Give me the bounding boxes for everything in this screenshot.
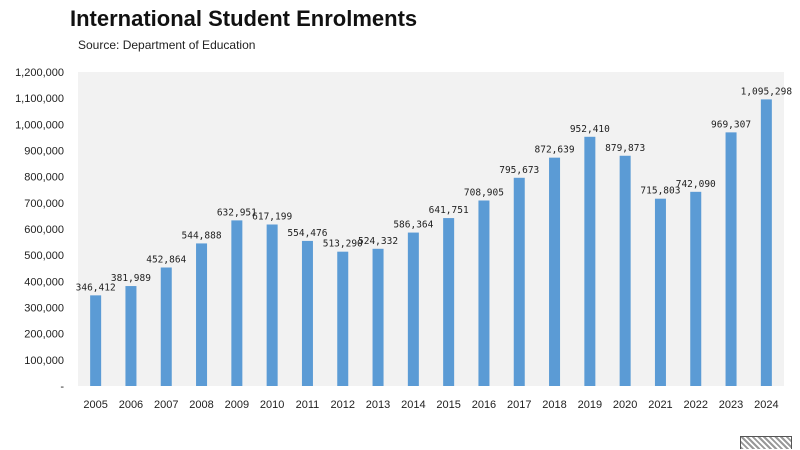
x-tick-label: 2006: [119, 399, 143, 411]
data-label-2015: 641,751: [429, 205, 469, 216]
bar-2017: [513, 177, 525, 386]
data-label-2021: 715,803: [640, 186, 680, 197]
bar-2005: [90, 295, 102, 386]
y-tick-label: 500,000: [24, 250, 64, 262]
data-label-2024: 1,095,298: [741, 86, 793, 97]
data-label-2011: 554,476: [287, 228, 327, 239]
y-tick-label: 100,000: [24, 355, 64, 367]
x-tick-label: 2021: [648, 399, 672, 411]
data-label-2022: 742,090: [676, 179, 716, 190]
y-tick-label: 600,000: [24, 224, 64, 236]
data-label-2012: 513,290: [323, 239, 363, 250]
x-tick-label: 2008: [189, 399, 213, 411]
bar-2023: [725, 132, 737, 386]
chart-subtitle: Source: Department of Education: [78, 38, 256, 52]
data-label-2023: 969,307: [711, 119, 751, 130]
data-label-2010: 617,199: [252, 211, 292, 222]
y-tick-label: 700,000: [24, 198, 64, 210]
x-tick-label: 2019: [578, 399, 602, 411]
bar-2013: [372, 248, 384, 386]
y-tick-label: 300,000: [24, 303, 64, 315]
x-tick-label: 2020: [613, 399, 637, 411]
plot-area: [78, 72, 784, 386]
bar-2014: [407, 232, 419, 386]
data-label-2008: 544,888: [182, 230, 222, 241]
data-label-2018: 872,639: [535, 145, 575, 156]
data-label-2006: 381,989: [111, 273, 151, 284]
x-tick-label: 2007: [154, 399, 178, 411]
bar-2006: [125, 286, 137, 386]
data-label-2017: 795,673: [499, 165, 539, 176]
y-tick-label: 400,000: [24, 276, 64, 288]
y-tick-label: 1,000,000: [15, 119, 64, 131]
x-tick-label: 2023: [719, 399, 743, 411]
x-tick-label: 2018: [542, 399, 566, 411]
bar-2022: [690, 191, 702, 386]
data-label-2016: 708,905: [464, 188, 504, 199]
data-label-2019: 952,410: [570, 124, 610, 135]
data-label-2014: 586,364: [393, 220, 433, 231]
x-tick-label: 2009: [225, 399, 249, 411]
data-label-2007: 452,864: [146, 255, 186, 266]
data-label-2009: 632,951: [217, 207, 257, 218]
x-tick-label: 2010: [260, 399, 284, 411]
y-tick-label: -: [60, 381, 64, 393]
bar-2007: [160, 267, 172, 386]
bar-2010: [266, 224, 278, 386]
x-tick-label: 2014: [401, 399, 425, 411]
x-tick-label: 2017: [507, 399, 531, 411]
bar-2024: [760, 99, 772, 386]
bar-2016: [478, 200, 490, 386]
x-tick-label: 2024: [754, 399, 778, 411]
bar-2012: [337, 251, 349, 386]
bar-2019: [584, 136, 596, 386]
bar-2021: [654, 198, 666, 386]
data-label-2013: 524,332: [358, 236, 398, 247]
x-tick-label: 2016: [472, 399, 496, 411]
publisher-logo: [740, 436, 792, 449]
x-tick-label: 2005: [83, 399, 107, 411]
bar-2009: [231, 220, 243, 386]
y-tick-label: 1,200,000: [15, 67, 64, 79]
data-label-2020: 879,873: [605, 143, 645, 154]
y-tick-label: 1,100,000: [15, 93, 64, 105]
bar-2008: [196, 243, 208, 386]
y-tick-label: 800,000: [24, 172, 64, 184]
x-tick-label: 2012: [331, 399, 355, 411]
x-tick-label: 2013: [366, 399, 390, 411]
x-tick-label: 2011: [296, 399, 320, 411]
bar-2018: [549, 157, 561, 386]
y-tick-label: 900,000: [24, 146, 64, 158]
x-tick-label: 2015: [436, 399, 460, 411]
y-tick-label: 200,000: [24, 329, 64, 341]
chart-title: International Student Enrolments: [70, 6, 418, 31]
bar-2020: [619, 155, 631, 386]
data-label-2005: 346,412: [76, 282, 116, 293]
bar-2015: [443, 218, 455, 386]
x-tick-label: 2022: [684, 399, 708, 411]
bar-2011: [301, 240, 313, 386]
